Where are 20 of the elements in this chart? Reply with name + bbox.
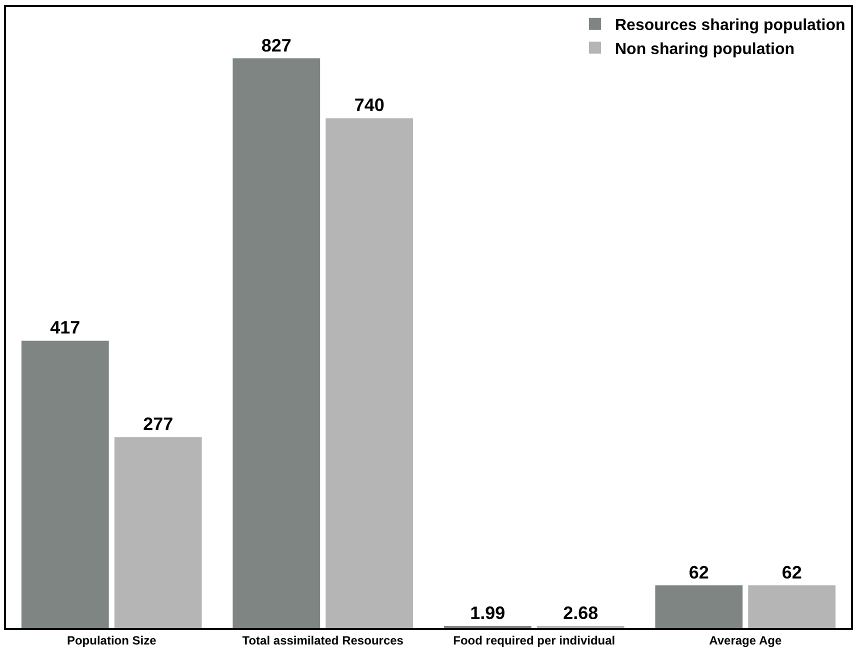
bar bbox=[21, 340, 109, 628]
legend-label: Resources sharing population bbox=[615, 17, 846, 34]
x-tick-label: Food required per individual bbox=[453, 633, 616, 648]
data-label: 827 bbox=[261, 35, 292, 56]
x-tick-label: Average Age bbox=[709, 633, 782, 648]
bar bbox=[114, 437, 202, 628]
bar bbox=[232, 58, 320, 628]
data-label: 277 bbox=[143, 414, 174, 434]
bar bbox=[748, 585, 836, 628]
bar bbox=[655, 585, 743, 628]
legend-label: Non sharing population bbox=[615, 40, 795, 58]
data-label: 1.99 bbox=[470, 603, 506, 623]
x-tick-label: Total assimilated Resources bbox=[242, 633, 404, 648]
data-label: 2.68 bbox=[563, 603, 598, 623]
data-label: 62 bbox=[782, 562, 802, 582]
data-label: 417 bbox=[50, 318, 80, 338]
data-label: 740 bbox=[354, 95, 384, 116]
bar bbox=[326, 118, 414, 628]
data-label: 62 bbox=[688, 562, 709, 582]
x-tick-label: Population Size bbox=[66, 633, 157, 648]
